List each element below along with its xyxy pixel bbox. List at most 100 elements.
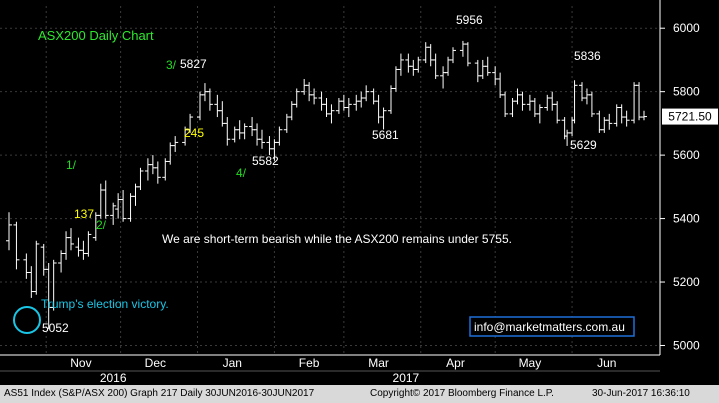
ohlc-bar xyxy=(231,126,238,143)
price-label-5956: 5956 xyxy=(456,13,483,27)
y-tick-label: 5200 xyxy=(673,275,700,289)
ohlc-bar xyxy=(526,94,533,111)
ohlc-bar xyxy=(479,59,486,79)
price-label-5052: 5052 xyxy=(42,321,69,335)
wave-label-3: 3/ xyxy=(166,58,177,72)
ohlc-bar xyxy=(241,123,248,140)
ohlc-bar xyxy=(224,117,231,146)
ohlc-bar xyxy=(606,113,613,130)
ohlc-bar xyxy=(601,117,608,133)
ohlc-bar xyxy=(80,240,87,260)
ohlc-bar xyxy=(149,155,156,175)
ohlc-bar xyxy=(120,190,127,222)
y-tick-label: 5800 xyxy=(673,85,700,99)
ohlc-bar xyxy=(13,221,20,270)
ohlc-bar xyxy=(392,66,399,92)
ohlc-bar xyxy=(571,80,578,124)
ohlc-bar xyxy=(410,59,417,76)
price-label-5836: 5836 xyxy=(574,49,601,63)
ohlc-bar xyxy=(549,91,556,111)
ohlc-bar xyxy=(631,82,638,124)
y-tick-label: 5000 xyxy=(673,338,700,352)
month-label: Jun xyxy=(597,356,616,370)
ohlc-bar xyxy=(340,94,347,111)
price-label-5582: 5582 xyxy=(252,154,279,168)
ohlc-bar xyxy=(405,53,412,73)
ohlc-bar xyxy=(127,193,134,222)
ohlc-bar xyxy=(422,42,429,64)
y-tick-label: 6000 xyxy=(673,21,700,35)
ohlc-bar xyxy=(219,101,226,127)
ohlc-bar xyxy=(68,228,75,251)
ohlc-bar xyxy=(28,266,35,298)
ohlc-bar xyxy=(144,158,151,181)
ohlc-bar xyxy=(502,91,509,118)
ohlc-bar xyxy=(497,72,504,99)
ohlc-bar xyxy=(519,91,526,111)
ohlc-bar xyxy=(318,91,325,111)
ohlc-bar xyxy=(636,82,643,121)
ohlc-bar xyxy=(137,167,144,191)
ohlc-bar xyxy=(588,91,595,118)
ohlc-bar xyxy=(345,98,352,118)
ohlc-bar xyxy=(440,66,447,89)
ohlc-bar xyxy=(259,129,266,149)
ohlc-bar xyxy=(432,53,439,79)
wave-label-1: 1/ xyxy=(66,158,77,172)
ohlc-bar xyxy=(450,47,457,64)
ohlc-bar xyxy=(40,243,47,276)
ohlc-bar xyxy=(459,40,466,57)
footer-copyright: Copyright© 2017 Bloomberg Finance L.P. xyxy=(370,388,554,399)
ohlc-bar xyxy=(536,104,543,124)
ohlc-bar xyxy=(85,231,92,257)
ohlc-bar xyxy=(492,66,499,86)
ohlc-bar xyxy=(387,85,394,114)
ohlc-bar xyxy=(415,56,422,73)
ohlc-bar xyxy=(311,88,318,105)
month-label: Apr xyxy=(446,356,465,370)
election-annotation: Trump's election victory. xyxy=(41,297,169,311)
ohlc-bar xyxy=(358,91,365,108)
yellow-label-245: 245 xyxy=(184,126,204,140)
ohlc-bar xyxy=(335,98,342,114)
ohlc-bar xyxy=(370,88,377,105)
ohlc-bar xyxy=(276,126,283,146)
yellow-label-137: 137 xyxy=(74,207,94,221)
ohlc-bar xyxy=(187,113,194,133)
month-label: Dec xyxy=(145,356,166,370)
month-label: May xyxy=(519,356,542,370)
axes: 5000 5200 5400 5600 5800 6000 Nov Dec Jan Feb Mar A… xyxy=(0,0,718,385)
footer-text: AS51 Index (S&P/ASX 200) Graph 217 Daily… xyxy=(4,388,315,399)
ohlc-bar xyxy=(474,59,481,83)
ohlc-bar xyxy=(464,42,471,67)
price-bars xyxy=(6,40,647,329)
election-circle-marker xyxy=(13,306,41,334)
ohlc-bar xyxy=(397,53,404,76)
chart-title: ASX200 Daily Chart xyxy=(38,28,154,43)
ohlc-chart: ASX200 Daily Chart 5827 5582 5681 5956 5… xyxy=(0,0,718,385)
price-label-5629: 5629 xyxy=(570,138,597,152)
ohlc-bar xyxy=(554,101,561,124)
ohlc-bar xyxy=(623,110,630,127)
month-label: Feb xyxy=(299,356,320,370)
ohlc-bar xyxy=(6,212,12,251)
ohlc-bar xyxy=(293,88,300,108)
ohlc-bar xyxy=(380,107,387,130)
ohlc-bar xyxy=(583,88,590,105)
ohlc-bar xyxy=(249,117,256,137)
ohlc-bar xyxy=(102,180,109,219)
ohlc-bar xyxy=(196,91,203,121)
footer-timestamp: 30-Jun-2017 16:36:10 xyxy=(592,388,690,399)
ohlc-bar xyxy=(50,259,57,311)
ohlc-bar xyxy=(363,85,370,102)
wave-label-4: 4/ xyxy=(236,166,247,180)
month-label: Mar xyxy=(368,356,389,370)
last-price-label: 5721.50 xyxy=(668,110,712,124)
y-tick-label: 5600 xyxy=(673,148,700,162)
ohlc-bar xyxy=(514,88,521,105)
contact-box xyxy=(469,316,635,337)
ohlc-bar xyxy=(75,237,82,257)
ohlc-bar xyxy=(236,120,243,140)
year-label: 2016 xyxy=(100,371,127,385)
